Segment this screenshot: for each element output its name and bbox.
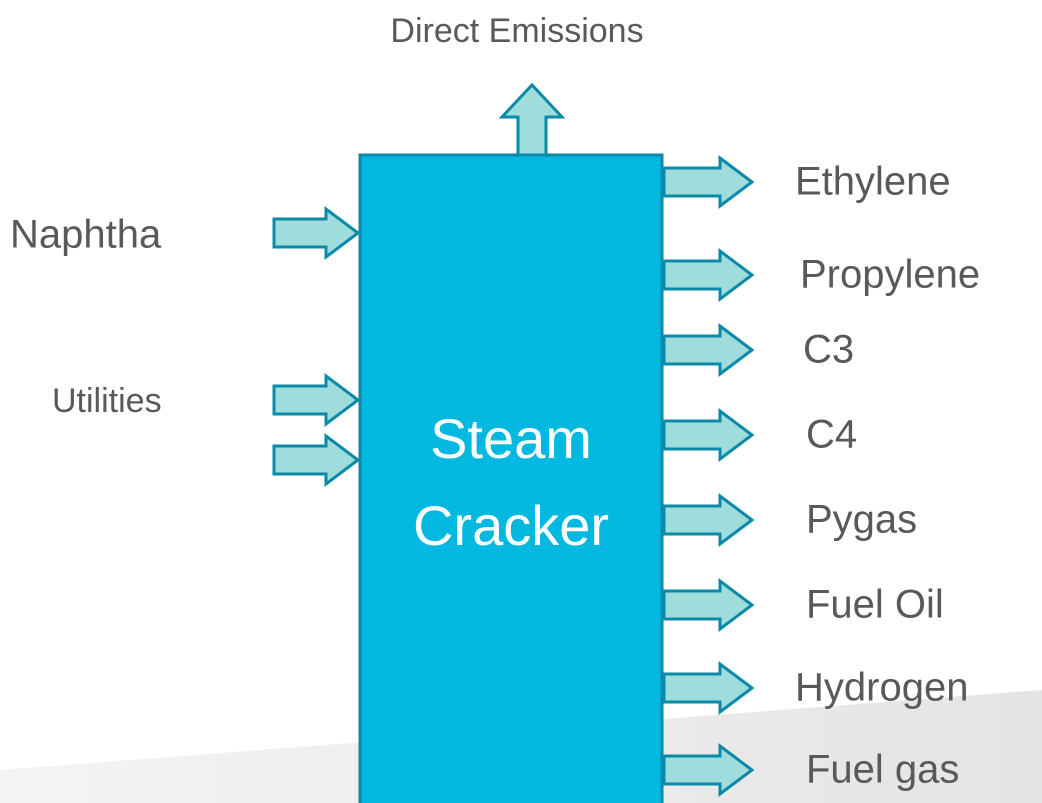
process-label: Cracker (413, 494, 609, 557)
flow-arrow (662, 408, 755, 462)
flow-arrow (662, 743, 755, 797)
output-label: Ethylene (795, 160, 951, 204)
output-label: Fuel Oil (806, 583, 944, 627)
output-label: C4 (806, 413, 857, 457)
flow-arrow (272, 433, 361, 487)
process-box (358, 153, 664, 803)
output-label: Hydrogen (795, 666, 968, 710)
flow-arrow (662, 661, 755, 715)
emission-arrow (498, 82, 566, 157)
output-label: Pygas (806, 498, 917, 542)
output-label: Propylene (800, 253, 980, 297)
output-label: Fuel gas (806, 748, 959, 792)
flow-arrow (662, 578, 755, 632)
emissions-label: Direct Emissions (390, 12, 643, 50)
flow-arrow (662, 493, 755, 547)
flow-arrow (662, 155, 755, 209)
input-label: Utilities (52, 382, 162, 420)
flow-arrow (272, 373, 361, 427)
input-label: Naphtha (10, 213, 162, 257)
output-label: C3 (803, 328, 854, 372)
flow-arrow (272, 206, 361, 260)
process-label: Steam (430, 407, 592, 470)
flow-arrow (662, 323, 755, 377)
flow-arrow (662, 248, 755, 302)
